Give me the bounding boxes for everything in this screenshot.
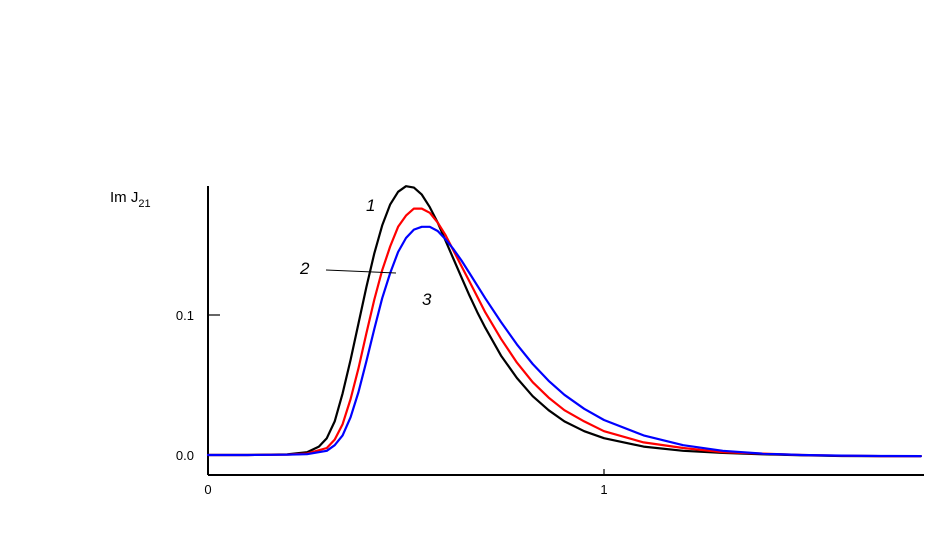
series-curves: [206, 185, 922, 458]
curve-label-1: 1: [366, 196, 375, 215]
y-tick-label: 0.1: [176, 308, 194, 323]
y-tick-label: 0.0: [176, 448, 194, 463]
curve-label-3: 3: [422, 290, 432, 309]
curve-label-2-leader: [325, 269, 397, 274]
axes: 0.00.10 1Im J21: [110, 186, 924, 497]
series-curve-2: [206, 207, 922, 458]
series-curve-3: [206, 225, 922, 458]
y-axis-label: Im J21: [110, 189, 151, 210]
labels: 1 2 3: [299, 196, 432, 309]
x-tick-label: 0: [204, 482, 211, 497]
y-axis-label-subscript: 21: [138, 198, 150, 210]
y-axis-label-main: Im J: [110, 189, 138, 206]
x-tick-label: 1: [600, 482, 607, 497]
series-curve-1: [206, 185, 922, 458]
curve-label-2: 2: [299, 259, 310, 278]
